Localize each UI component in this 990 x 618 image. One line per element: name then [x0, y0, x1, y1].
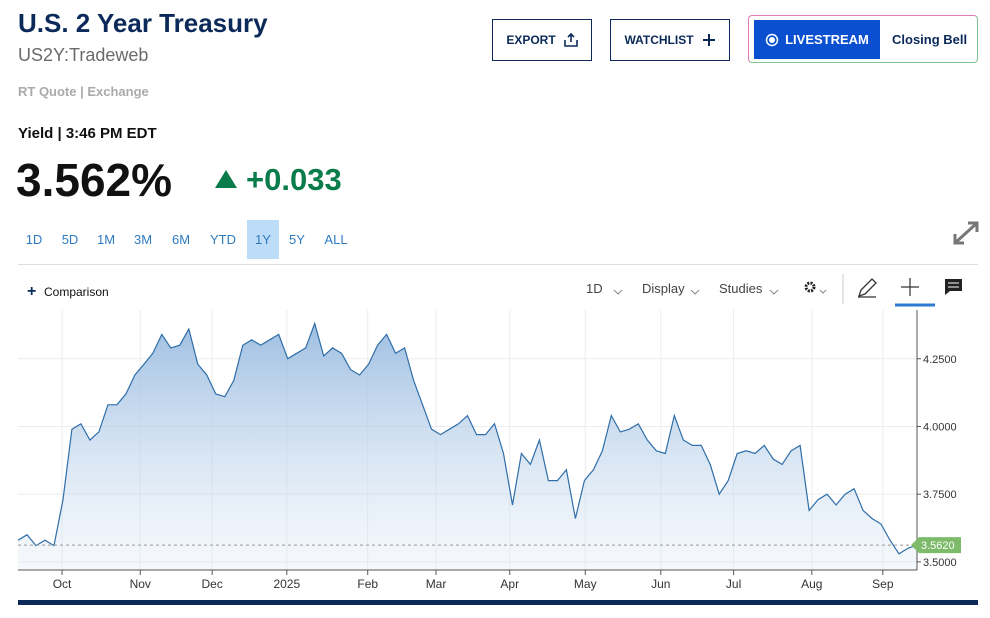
live-icon — [765, 33, 779, 46]
y-tick-label: 4.0000 — [923, 421, 957, 433]
livestream-button[interactable]: LIVESTREAM — [754, 20, 880, 59]
x-tick-label: Jun — [651, 577, 670, 591]
title: U.S. 2 Year Treasury — [18, 8, 268, 38]
x-tick-label: Apr — [500, 577, 519, 591]
y-tick-label: 4.2500 — [923, 354, 957, 366]
area-fill — [18, 323, 917, 570]
livestream-label: LIVESTREAM — [785, 32, 869, 47]
range-tab[interactable]: 5D — [61, 232, 79, 247]
x-tick-label: Sep — [872, 577, 894, 591]
export-label: EXPORT — [506, 33, 556, 47]
x-tick-label: Oct — [53, 577, 72, 591]
studies[interactable]: Studies — [719, 281, 763, 296]
livestream-box — [748, 15, 978, 63]
range-tab[interactable]: 6M — [171, 232, 191, 247]
plus-icon — [702, 34, 715, 46]
x-tick-label: May — [574, 577, 597, 591]
divider — [18, 264, 978, 265]
x-tick-label: Feb — [357, 577, 378, 591]
range-tab[interactable]: 1M — [96, 232, 116, 247]
display[interactable]: Display — [642, 281, 685, 296]
interval[interactable]: 1D — [586, 281, 603, 296]
x-tick-label: Aug — [801, 577, 822, 591]
export-icon — [563, 33, 578, 47]
x-tick-label: Dec — [202, 577, 223, 591]
x-tick-label: Mar — [426, 577, 447, 591]
toolbar-icons — [613, 274, 962, 307]
change: +0.033 — [246, 162, 342, 197]
x-tick-label: Nov — [130, 577, 151, 591]
range-tab[interactable]: 5Y — [289, 232, 305, 247]
expand-icon[interactable] — [953, 221, 979, 245]
quote-label: Yield | 3:46 PM EDT — [18, 125, 157, 142]
range-tab[interactable]: ALL — [324, 232, 348, 247]
range-tab[interactable]: 1Y — [247, 220, 279, 259]
watchlist-button[interactable]: WATCHLIST — [610, 19, 730, 61]
watchlist-label: WATCHLIST — [624, 33, 694, 47]
plus-sign: + — [27, 283, 37, 300]
price-tag — [911, 537, 961, 554]
export-button[interactable]: EXPORT — [492, 19, 592, 61]
y-tick-label: 3.7500 — [923, 489, 957, 501]
bottom-bar — [18, 600, 978, 605]
range-tab[interactable]: 3M — [133, 232, 153, 247]
range-tab[interactable]: 1D — [25, 232, 43, 247]
x-tick-label: 2025 — [273, 577, 300, 591]
up-arrow — [215, 170, 237, 188]
quote-source: RT Quote | Exchange — [18, 84, 149, 99]
price: 3.562% — [16, 154, 173, 206]
price-tag-label: 3.5620 — [921, 540, 955, 552]
x-tick-label: Jul — [726, 577, 741, 591]
symbol: US2Y:Tradeweb — [18, 45, 149, 65]
comparison[interactable]: Comparison — [44, 285, 109, 299]
y-tick-label: 3.5000 — [923, 557, 957, 569]
range-tab[interactable]: YTD — [210, 232, 236, 247]
closing-bell[interactable]: Closing Bell — [892, 32, 968, 47]
line — [17, 321, 918, 555]
